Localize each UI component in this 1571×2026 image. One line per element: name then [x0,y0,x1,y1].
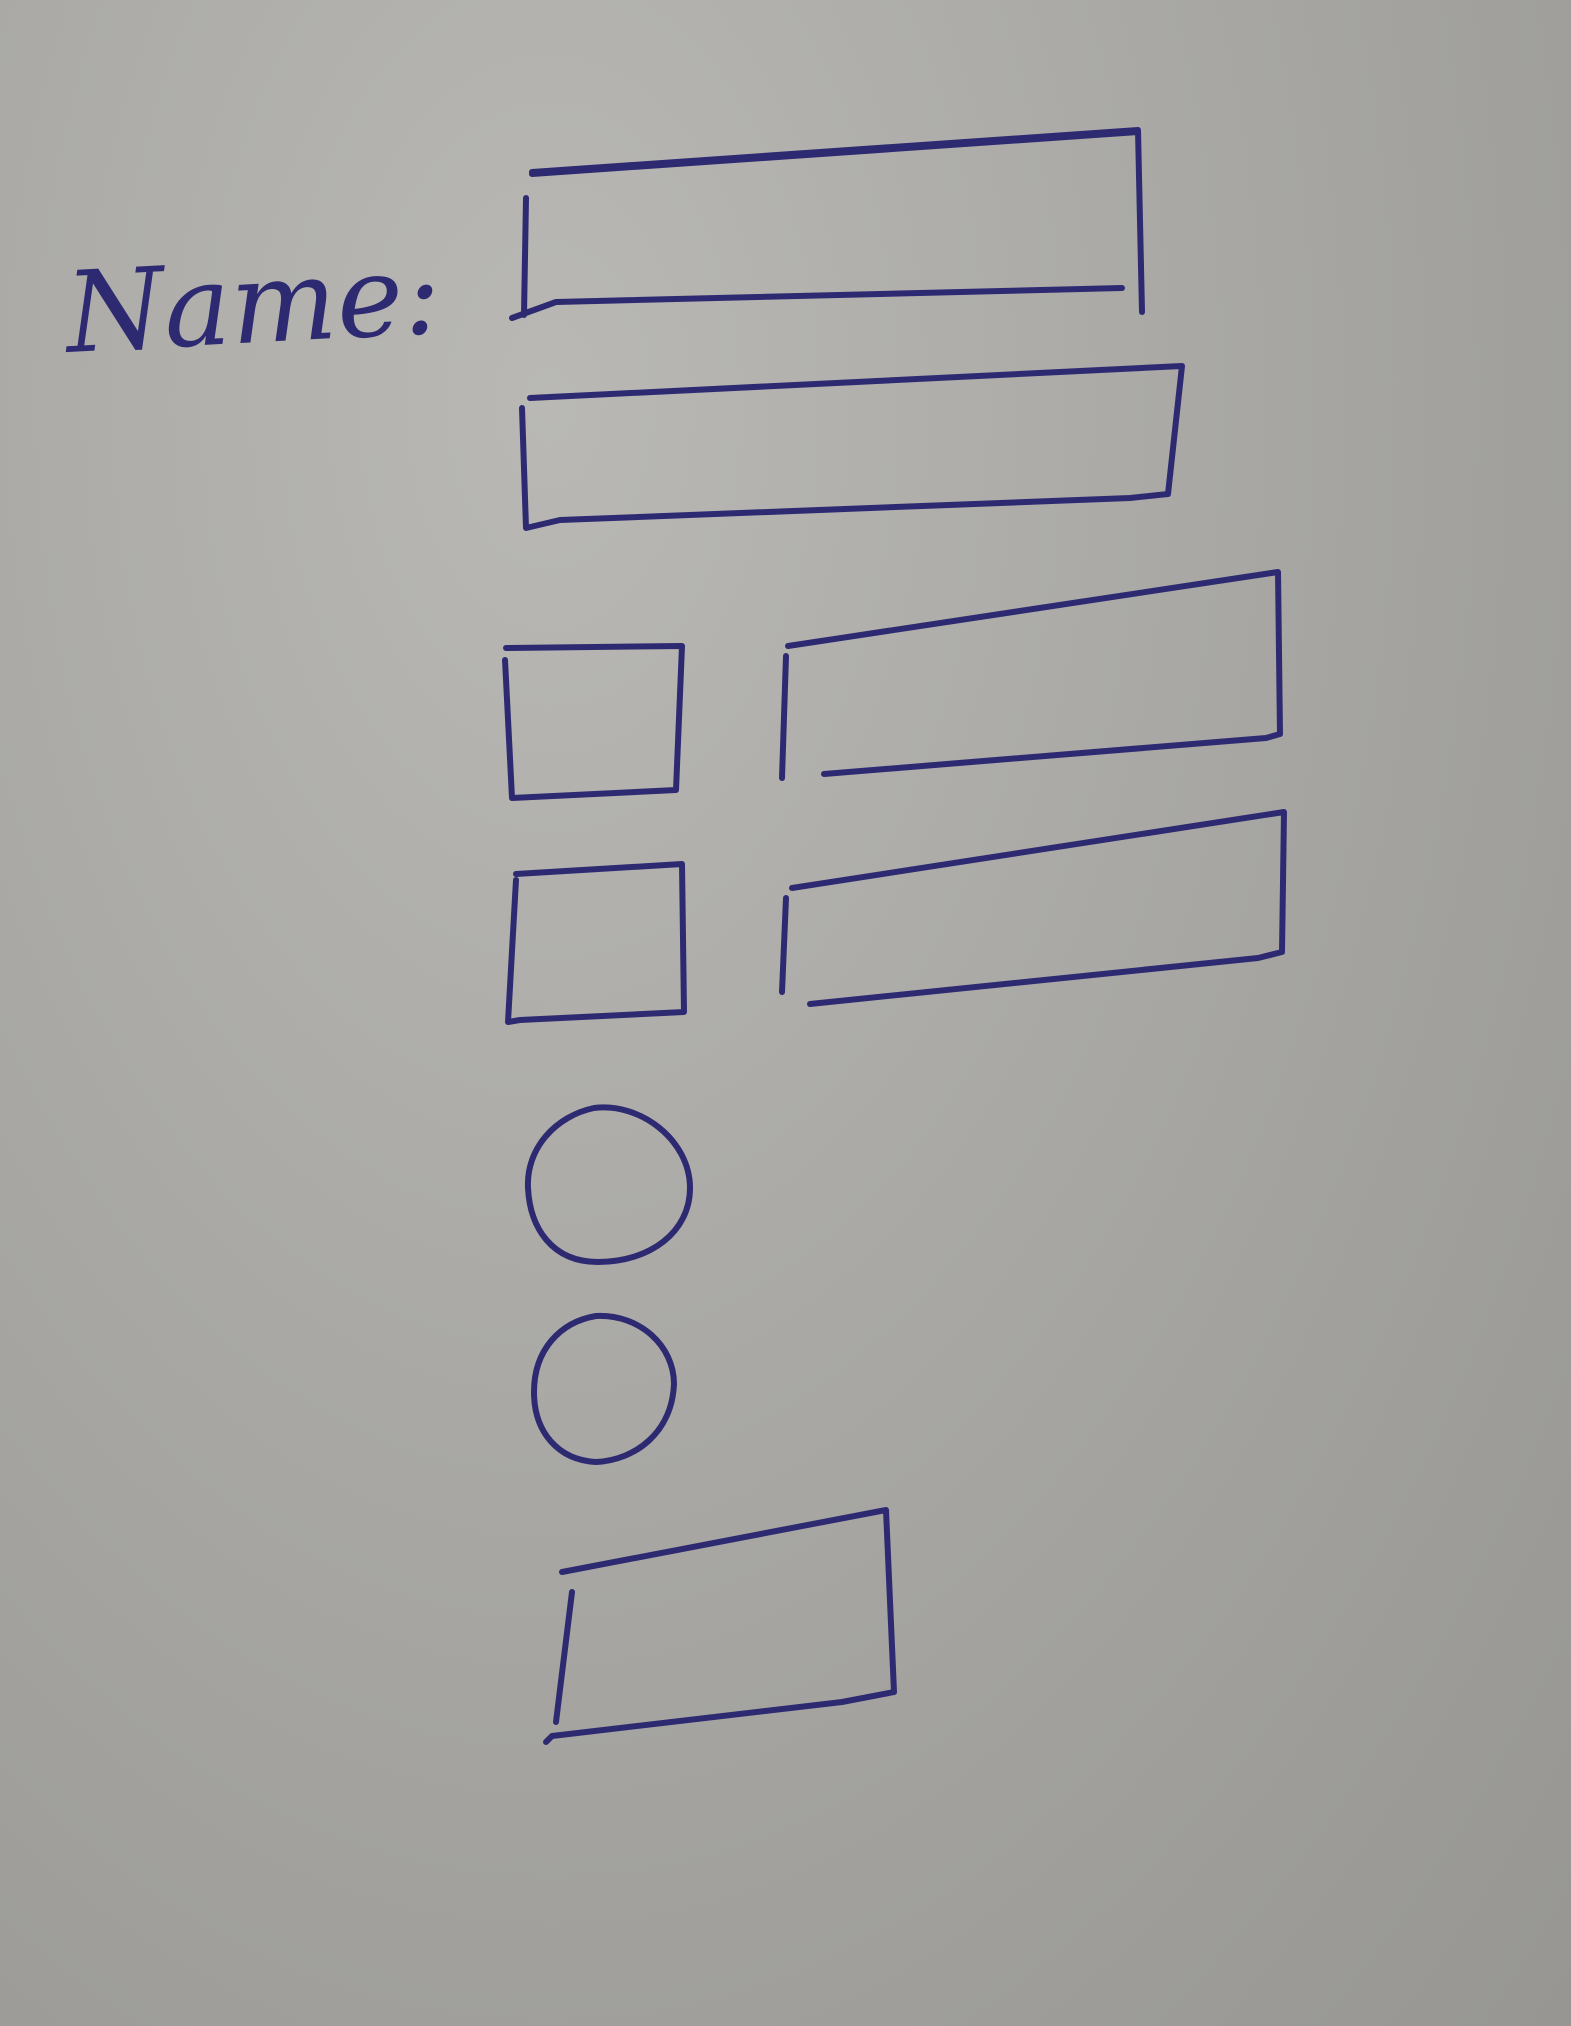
radio-button-1[interactable] [524,1104,693,1265]
submit-button[interactable] [543,1507,897,1745]
name-label: Name: [60,230,444,380]
radio-button-2[interactable] [531,1312,677,1465]
checkbox-2-label-field [779,809,1287,1007]
checkbox-1[interactable] [502,643,685,801]
checkbox-2[interactable] [505,861,687,1025]
second-text-input[interactable] [519,363,1185,531]
name-input[interactable] [509,127,1145,321]
checkbox-1-label-field [779,569,1283,781]
